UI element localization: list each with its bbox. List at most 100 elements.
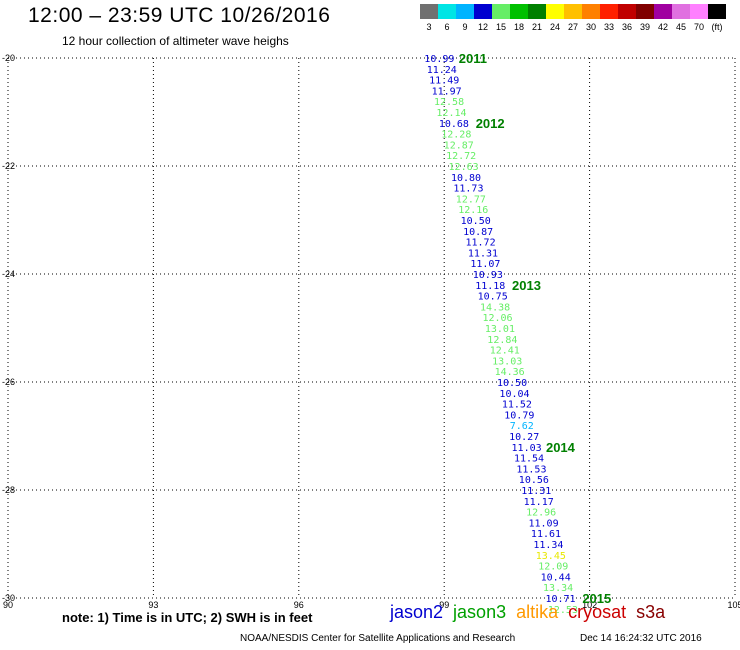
chart-title: 12:00 – 23:59 UTC 10/26/2016	[28, 4, 331, 27]
swh-point-label: 11.52	[502, 400, 532, 411]
swh-point-label: 11.34	[533, 540, 563, 551]
color-scale-swatch	[582, 4, 600, 19]
swh-point-label: 13.45	[536, 551, 566, 562]
color-scale-swatch	[546, 4, 564, 19]
swh-point-label: 12.28	[441, 130, 471, 141]
footnote: note: 1) Time is in UTC; 2) SWH is in fe…	[62, 610, 313, 625]
swh-point-label: 10.99	[424, 54, 454, 65]
color-scale-label: 18	[513, 22, 524, 32]
color-scale-label: 70	[693, 22, 704, 32]
swh-point-label: 12.53	[548, 605, 578, 616]
color-scale-label: 45	[675, 22, 686, 32]
swh-point-label: 11.24	[427, 65, 457, 76]
swh-point-label: 13.34	[543, 583, 573, 594]
swh-point-label: 11.17	[524, 497, 554, 508]
credit-line: NOAA/NESDIS Center for Satellite Applica…	[240, 633, 516, 644]
x-tick-label: 90	[3, 600, 13, 610]
swh-point-label: 11.31	[468, 248, 498, 259]
color-scale-label: 9	[462, 22, 468, 32]
swh-point-label: 12.58	[434, 97, 464, 108]
swh-point-label: 10.44	[541, 572, 571, 583]
swh-point-label: 12.84	[487, 335, 517, 346]
color-scale-swatch	[690, 4, 708, 19]
color-scale-swatch	[420, 4, 438, 19]
axes: 90 93 96 99 102 105 -20 -22 -24 -26 -28 -30	[2, 53, 740, 610]
legend-entry-jason2: jason2	[390, 602, 444, 622]
swh-point-label: 11.73	[453, 184, 483, 195]
y-tick-label: -26	[2, 377, 15, 387]
x-tick-label: 102	[582, 600, 597, 610]
swh-point-label: 11.72	[465, 238, 495, 249]
y-tick-label: -30	[2, 593, 15, 603]
color-scale-swatch	[564, 4, 582, 19]
legend-entry-altika: altika	[516, 602, 559, 622]
swh-point-label: 12.41	[490, 346, 520, 357]
color-scale-swatch	[708, 4, 726, 19]
swh-point-label: 14.38	[480, 302, 510, 313]
swh-point-label: 11.54	[514, 454, 544, 465]
swh-point-label: 11.18	[475, 281, 505, 292]
time-marker-label: 2011	[459, 51, 487, 66]
swh-point-label: 11.03	[512, 443, 542, 454]
x-tick-label: 99	[439, 600, 449, 610]
swh-point-label: 11.09	[529, 518, 559, 529]
swh-point-label: 12.14	[436, 108, 466, 119]
swh-point-label: 10.87	[463, 227, 493, 238]
satellite-legend: jason2 jason3 altika cryosat s3a	[390, 602, 675, 623]
swh-point-label: 10.04	[499, 389, 529, 400]
color-scale-swatch	[438, 4, 456, 19]
swh-point-label: 7.62	[510, 421, 534, 432]
color-scale-label: 6	[444, 22, 450, 32]
y-tick-label: -20	[2, 53, 15, 63]
legend-entry-s3a: s3a	[636, 602, 666, 622]
data-points: 10.9911.2411.4911.9712.5812.1410.6812.28…	[424, 54, 578, 616]
swh-point-label: 10.68	[439, 119, 469, 130]
color-scale-label: 3	[426, 22, 432, 32]
swh-point-label: 11.49	[429, 76, 459, 87]
swh-point-label: 12.09	[538, 562, 568, 573]
color-scale-label: 24	[549, 22, 560, 32]
swh-point-label: 10.75	[478, 292, 508, 303]
swh-point-label: 12.72	[446, 151, 476, 162]
swh-point-label: 11.31	[521, 486, 551, 497]
color-scale-swatch	[600, 4, 618, 19]
color-scale-label: 30	[585, 22, 596, 32]
color-scale-label: (ft)	[711, 22, 723, 32]
swh-point-label: 10.50	[497, 378, 527, 389]
legend-entry-jason3: jason3	[453, 602, 507, 622]
swh-point-label: 12.16	[458, 205, 488, 216]
x-tick-label: 93	[148, 600, 158, 610]
color-scale-label: 21	[531, 22, 542, 32]
color-scale-label: 27	[567, 22, 578, 32]
color-scale-swatch	[654, 4, 672, 19]
time-marker-label: 2013	[512, 278, 541, 293]
color-scale-label: 39	[639, 22, 650, 32]
color-scale-swatch	[474, 4, 492, 19]
color-scale-swatch	[528, 4, 546, 19]
swh-point-label: 12.06	[482, 313, 512, 324]
swh-point-label: 11.97	[432, 86, 462, 97]
color-scale-label: 15	[495, 22, 506, 32]
legend-entry-cryosat: cryosat	[568, 602, 627, 622]
y-tick-label: -22	[2, 161, 15, 171]
x-tick-label: 96	[294, 600, 304, 610]
swh-point-label: 12.77	[456, 194, 486, 205]
color-scale-label: 12	[477, 22, 488, 32]
color-scale-swatch	[636, 4, 654, 19]
x-tick-label: 105	[727, 600, 740, 610]
swh-point-label: 11.07	[470, 259, 500, 270]
swh-point-label: 14.36	[495, 367, 525, 378]
chart-subtitle: 12 hour collection of altimeter wave hei…	[62, 34, 289, 48]
swh-point-label: 10.79	[504, 410, 534, 421]
swh-point-label: 10.80	[451, 173, 481, 184]
time-marker-label: 2015	[582, 591, 611, 606]
swh-point-label: 10.27	[509, 432, 539, 443]
swh-point-label: 12.63	[449, 162, 479, 173]
swh-point-label: 10.71	[545, 594, 575, 605]
color-scale-swatch	[492, 4, 510, 19]
timestamp: Dec 14 16:24:32 UTC 2016	[580, 633, 702, 644]
color-scale-swatch	[672, 4, 690, 19]
color-scale-label: 42	[657, 22, 668, 32]
y-tick-label: -24	[2, 269, 15, 279]
